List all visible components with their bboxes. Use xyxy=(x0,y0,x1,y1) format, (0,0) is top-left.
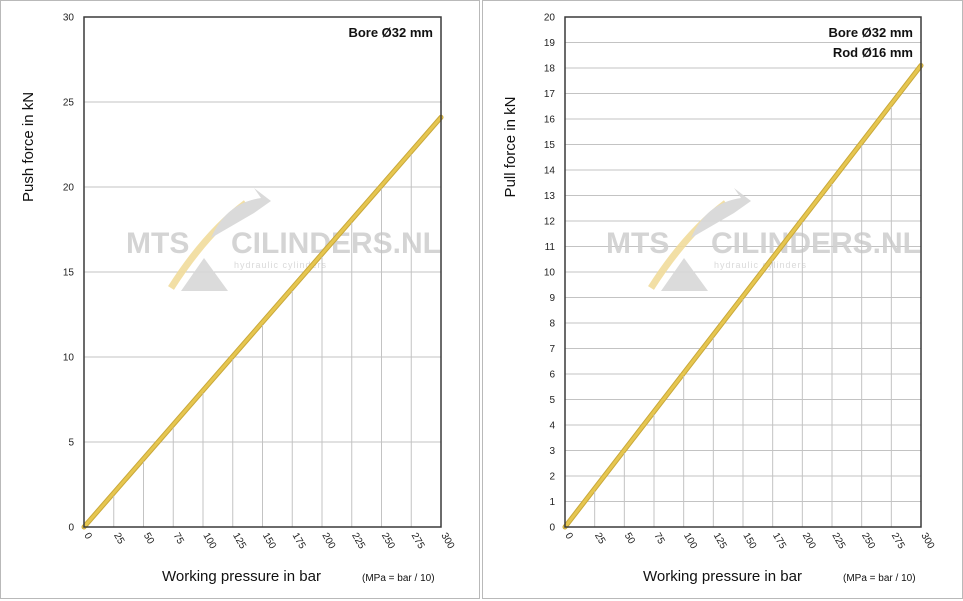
x-tick-label: 75 xyxy=(171,531,186,547)
y-tick-label: 6 xyxy=(549,370,555,381)
y-axis-title: Pull force in kN xyxy=(502,97,519,198)
x-tick-label: 200 xyxy=(800,531,818,551)
x-tick-label: 275 xyxy=(889,531,907,551)
x-tick-label: 275 xyxy=(409,531,427,551)
y-tick-label: 14 xyxy=(544,166,556,177)
plot-frame xyxy=(564,16,922,528)
x-tick-label: 75 xyxy=(651,531,666,547)
x-axis-note: (MPa = bar / 10) xyxy=(843,573,916,584)
legend-entry: Bore Ø32 mm xyxy=(348,25,433,40)
x-tick-label: 50 xyxy=(622,531,637,547)
y-tick-label: 12 xyxy=(544,217,556,228)
y-tick-label: 2 xyxy=(549,472,555,483)
plot-frame xyxy=(83,16,442,528)
watermark-brand-right: CILINDERS.NL xyxy=(231,227,441,260)
x-tick-label: 300 xyxy=(438,531,456,551)
watermark-tagline: hydraulic cylinders xyxy=(714,260,807,270)
y-tick-label: 10 xyxy=(544,268,556,279)
logo-arrow-icon xyxy=(211,188,271,238)
watermark-brand-right: CILINDERS.NL xyxy=(711,227,921,260)
logo-arrow-icon xyxy=(691,188,751,238)
legend-entry: Rod Ø16 mm xyxy=(833,45,913,60)
x-tick-label: 100 xyxy=(200,531,218,551)
x-tick-label: 100 xyxy=(681,531,699,551)
y-axis-title: Push force in kN xyxy=(20,92,37,202)
x-tick-label: 200 xyxy=(319,531,337,551)
y-tick-label: 10 xyxy=(63,353,75,364)
y-tick-label: 18 xyxy=(544,64,556,75)
watermark-tagline: hydraulic cylinders xyxy=(234,260,327,270)
y-tick-label: 7 xyxy=(549,344,555,355)
y-tick-label: 30 xyxy=(63,13,75,24)
y-tick-label: 4 xyxy=(549,421,555,432)
y-tick-label: 1 xyxy=(549,497,555,508)
y-tick-label: 3 xyxy=(549,446,555,457)
y-tick-label: 0 xyxy=(549,523,555,534)
x-tick-label: 250 xyxy=(379,531,397,551)
y-tick-label: 5 xyxy=(549,395,555,406)
x-tick-label: 50 xyxy=(141,531,156,547)
y-tick-label: 9 xyxy=(549,293,555,304)
watermark-brand-left: MTS xyxy=(126,227,189,260)
x-axis-title: Working pressure in bar xyxy=(643,568,802,585)
y-tick-label: 13 xyxy=(544,191,556,202)
y-tick-label: 0 xyxy=(68,523,74,534)
y-tick-label: 16 xyxy=(544,115,556,126)
x-tick-label: 125 xyxy=(711,531,729,551)
pull-force-chart-panel: MTS CILINDERS.NL hydraulic cylinders 0 1 2 3 4 5… xyxy=(482,0,963,599)
x-tick-label: 225 xyxy=(829,531,847,551)
y-tick-label: 20 xyxy=(544,13,556,24)
x-tick-label: 250 xyxy=(859,531,877,551)
x-axis-title: Working pressure in bar xyxy=(162,568,321,585)
legend-entry: Bore Ø32 mm xyxy=(828,25,913,40)
logo-triangle-icon xyxy=(181,258,228,291)
x-axis-note: (MPa = bar / 10) xyxy=(362,573,435,584)
x-tick-label: 25 xyxy=(592,531,607,547)
series-line xyxy=(563,63,923,529)
x-tick-label: 300 xyxy=(918,531,936,551)
y-tick-label: 5 xyxy=(68,438,74,449)
series-line xyxy=(82,115,443,529)
x-tick-label: 175 xyxy=(770,531,788,551)
x-tick-label: 25 xyxy=(111,531,126,547)
x-tick-label: 125 xyxy=(230,531,248,551)
watermark-brand-left: MTS xyxy=(606,227,669,260)
x-tick-label: 0 xyxy=(81,531,94,542)
y-tick-label: 11 xyxy=(545,242,556,253)
y-tick-label: 25 xyxy=(63,98,75,109)
x-tick-label: 175 xyxy=(290,531,308,551)
logo-triangle-icon xyxy=(661,258,708,291)
y-tick-label: 19 xyxy=(544,38,556,49)
x-tick-label: 150 xyxy=(260,531,278,551)
y-tick-label: 17 xyxy=(544,89,556,100)
x-tick-label: 150 xyxy=(740,531,758,551)
y-tick-label: 15 xyxy=(63,268,75,279)
y-tick-label: 15 xyxy=(544,140,556,151)
y-tick-label: 8 xyxy=(549,319,555,330)
x-tick-label: 0 xyxy=(562,531,575,542)
y-tick-label: 20 xyxy=(63,183,75,194)
push-force-chart-panel: MTS CILINDERS.NL hydraulic cylinders 0 5 10 15… xyxy=(0,0,480,599)
x-tick-label: 225 xyxy=(349,531,367,551)
